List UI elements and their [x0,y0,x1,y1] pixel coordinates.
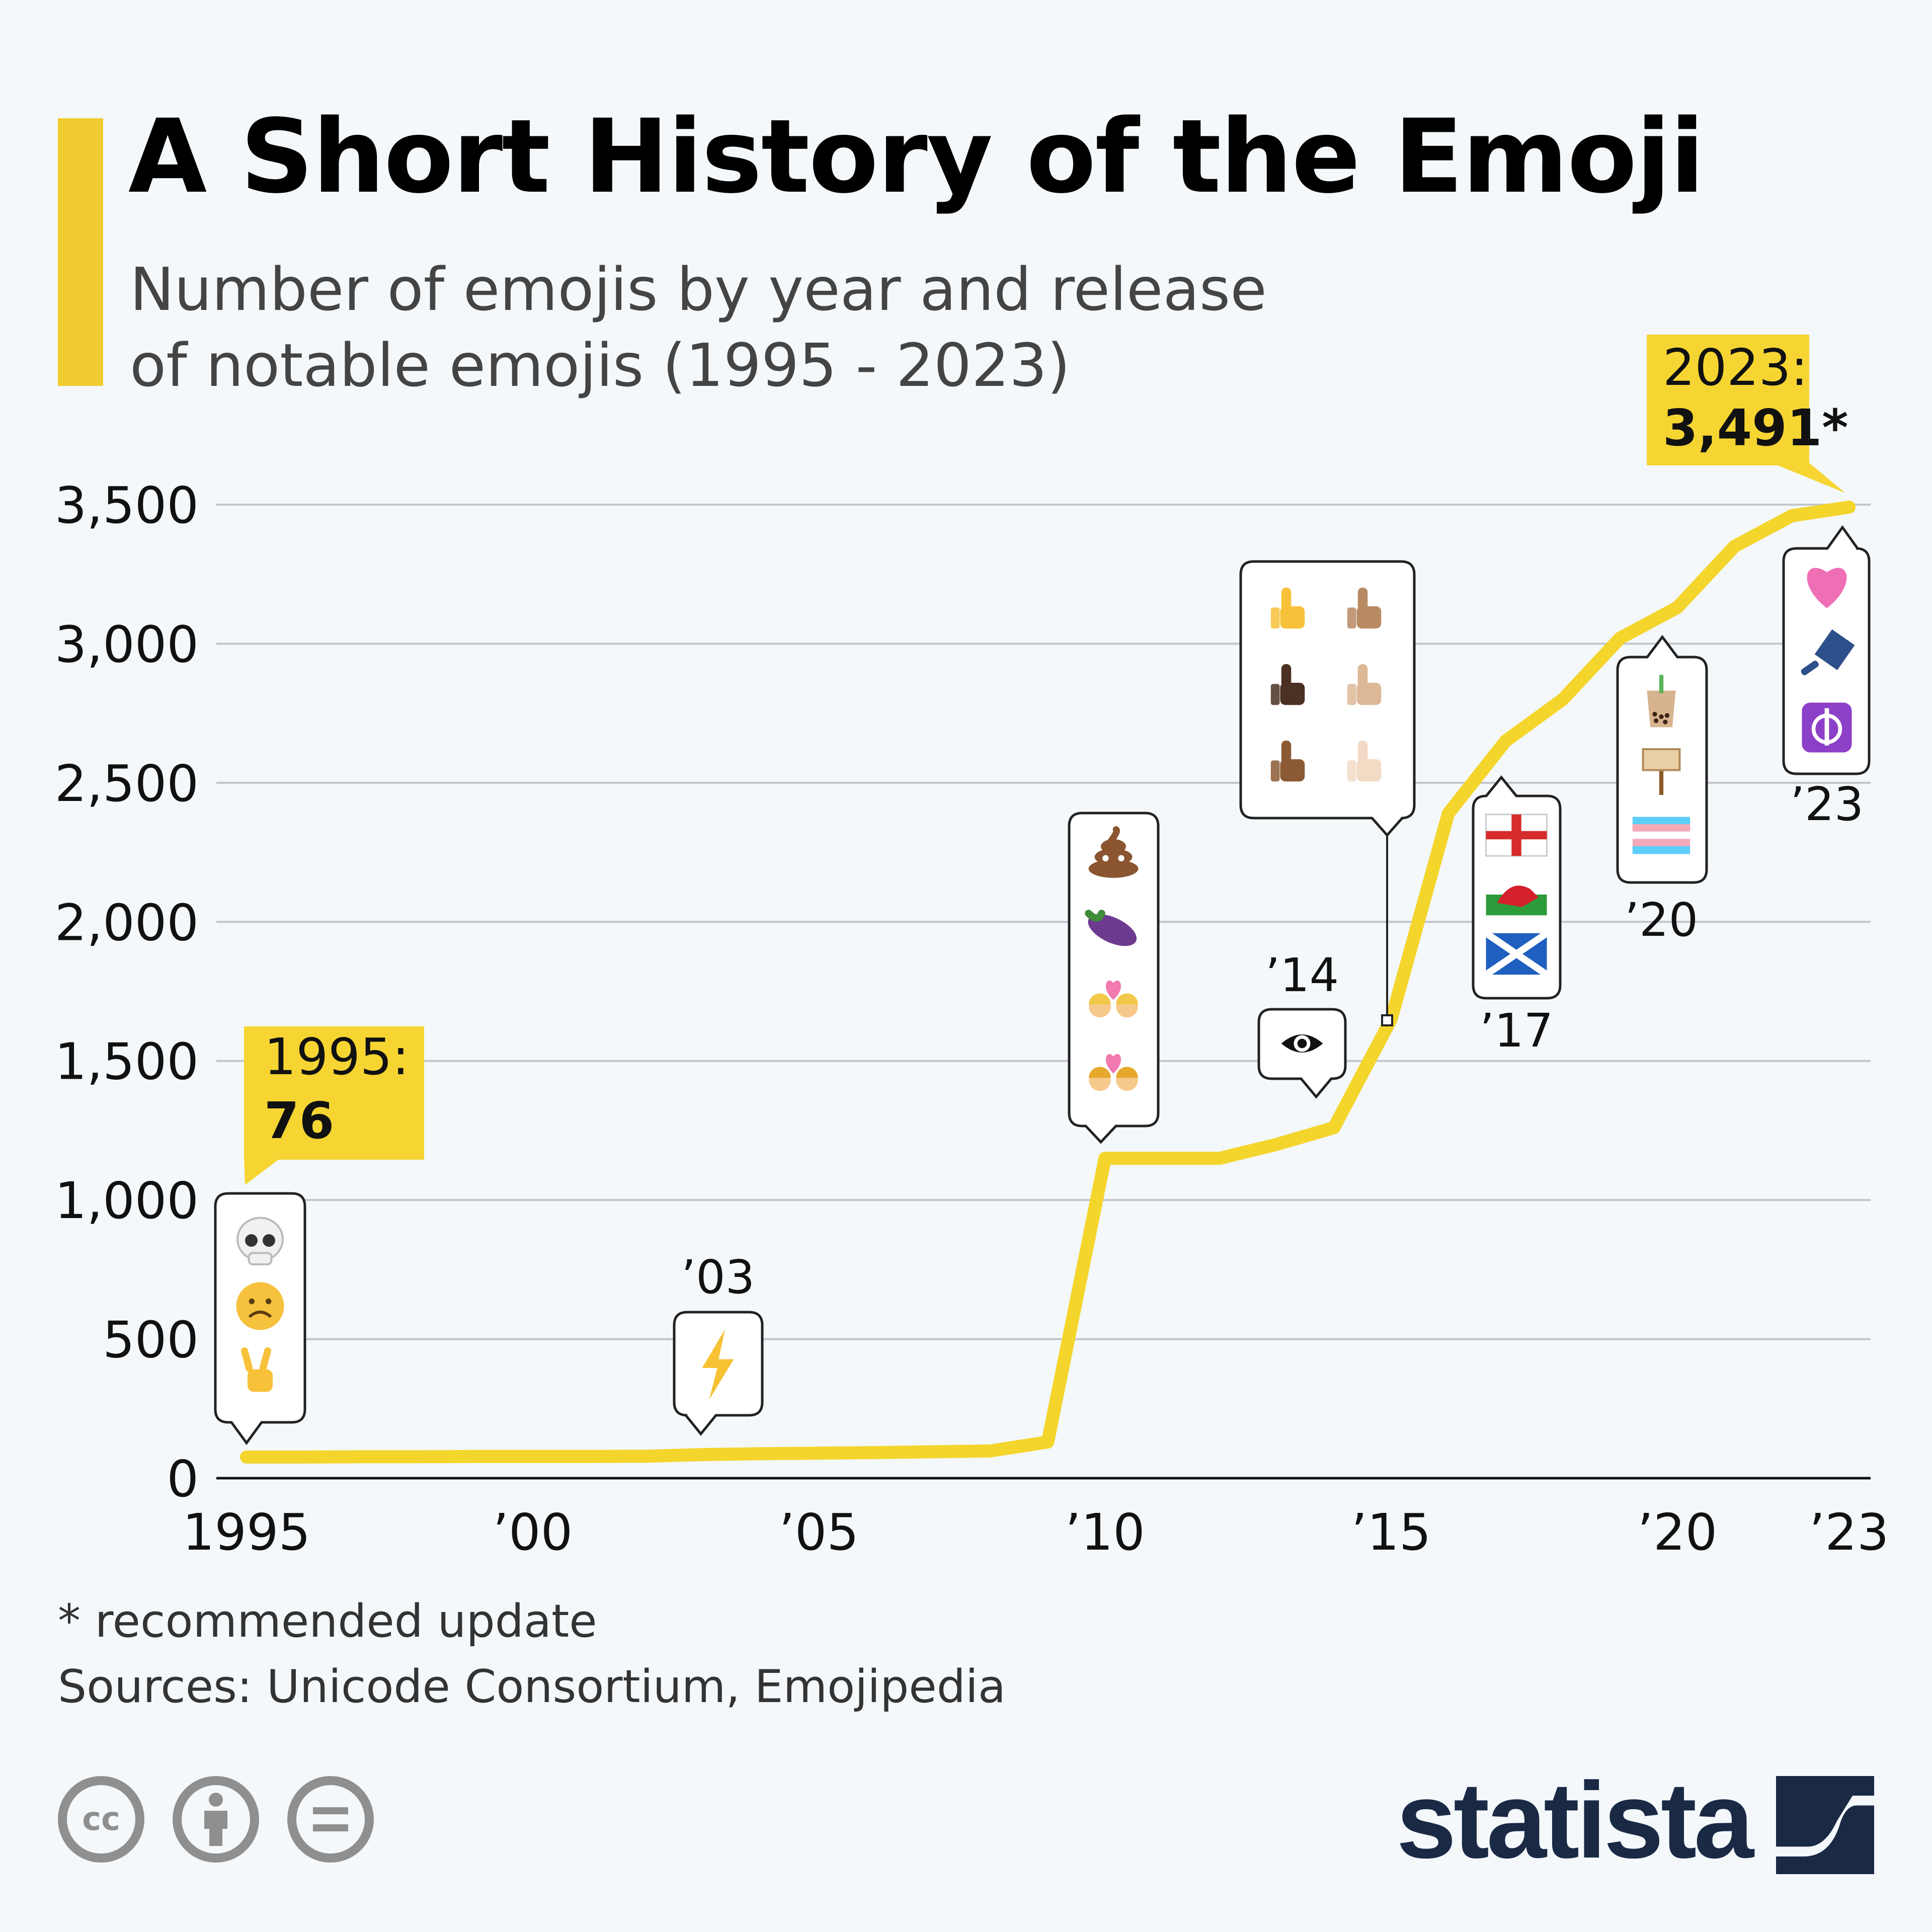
emoji-bubble [1239,560,1416,837]
hair-pick-icon [1801,629,1855,676]
khanda-icon [1802,702,1852,753]
title-accent-bar [58,118,103,386]
annotation-year-label: ’23 [1790,777,1864,831]
callout-pointer [244,1157,282,1185]
thumbs-up-medium-dark-icon [1270,740,1305,782]
victory-hand-icon [241,1347,273,1392]
annotation-year-label: ’20 [1625,893,1698,947]
y-tick-label: 2,500 [55,754,199,813]
value-callout: 1995:76 [244,1026,424,1185]
frowning-face-icon [236,1282,284,1330]
cc-icon[interactable]: cc [58,1776,144,1863]
eye-in-speech-bubble-icon [1281,1034,1323,1053]
high-voltage-icon [702,1329,734,1400]
bubble-outline [1239,560,1416,837]
x-tick-label: ’00 [493,1503,573,1562]
flag-wales-icon [1486,873,1547,916]
couple-with-heart-men-icon [1089,980,1138,1018]
bubble-outline [1068,812,1160,1144]
series-line [240,500,1856,1464]
emoji-annotations: ’03 ’14 ’17 ’20 ’23 [214,525,1871,1445]
annotation-year-label: ’03 [681,1250,755,1304]
person-glyph [204,1793,227,1846]
y-tick-label: 3,000 [55,615,199,674]
eggplant-icon [1085,910,1137,946]
emoji-bubble [1257,1008,1347,1099]
value-callouts: 1995:76 2023:3,491* [244,335,1848,1185]
couple-with-heart-women-icon [1089,1054,1138,1091]
placard-icon [1642,748,1681,795]
callout-year-label: 1995: [264,1027,409,1086]
transgender-flag-icon [1632,817,1691,854]
thumbs-up-medium-icon [1347,587,1382,629]
thumbs-up-default-icon [1270,587,1305,629]
pile-of-poo-icon [1088,826,1139,878]
y-tick-label: 500 [103,1311,199,1370]
statista-logo-mark[interactable] [1776,1776,1874,1874]
bubble-outline [1257,1008,1347,1099]
x-tick-label: ’23 [1809,1503,1889,1562]
callout-value-label: 3,491* [1663,398,1848,457]
subtitle-line-2: of notable emojis (1995 - 2023) [130,331,1071,400]
annotation-year-label: ’14 [1265,948,1339,1002]
y-tick-label: 1,000 [55,1171,199,1230]
grid-lines [216,504,1871,1340]
subtitle-line-1: Number of emojis by year and release [130,255,1267,324]
equals-glyph [313,1807,348,1831]
emoji-bubble [1068,812,1160,1144]
x-tick-label: 1995 [183,1503,311,1562]
leader-marker [1381,1014,1393,1026]
thumbs-up-medium-light-icon [1347,664,1382,705]
x-tick-label: ’05 [779,1503,859,1562]
page-title: A Short History of the Emoji [128,97,1705,216]
series-line-path [240,500,1856,1464]
footnote: * recommended update [58,1595,597,1648]
by-person-icon[interactable] [173,1776,259,1863]
bubble-tea-icon [1647,675,1676,728]
y-tick-label: 0 [167,1450,199,1508]
x-tick-label: ’20 [1637,1503,1717,1562]
thumbs-up-light-icon [1347,740,1382,782]
flag-england-icon [1485,814,1548,857]
x-tick-label: ’10 [1065,1503,1145,1562]
y-tick-label: 1,500 [55,1032,199,1091]
thumbs-up-dark-icon [1270,664,1305,705]
pink-heart-icon [1807,568,1847,608]
nd-equals-icon[interactable] [287,1776,374,1863]
sources-note: Sources: Unicode Consortium, Emojipedia [58,1660,1006,1713]
annotation-year-label: ’17 [1480,1004,1553,1058]
callout-box [1647,335,1809,465]
y-tick-label: 2,000 [55,893,199,952]
callout-pointer [1772,463,1845,493]
value-callout: 2023:3,491* [1647,335,1848,493]
x-tick-label: ’15 [1351,1503,1431,1562]
page-subtitle: Number of emojis by year and release of … [130,252,1388,404]
y-tick-label: 3,500 [55,476,199,535]
flag-scotland-icon [1484,930,1549,978]
axes: 0 500 1,000 1,500 2,000 2,500 3,000 3,500 1995 ’0… [55,476,1889,1562]
callout-value-label: 76 [264,1091,334,1150]
callout-box [244,1026,424,1160]
callout-year-label: 2023: [1663,338,1808,397]
statista-logo-text[interactable]: statista [1396,1759,1754,1881]
skull-icon [236,1217,284,1265]
